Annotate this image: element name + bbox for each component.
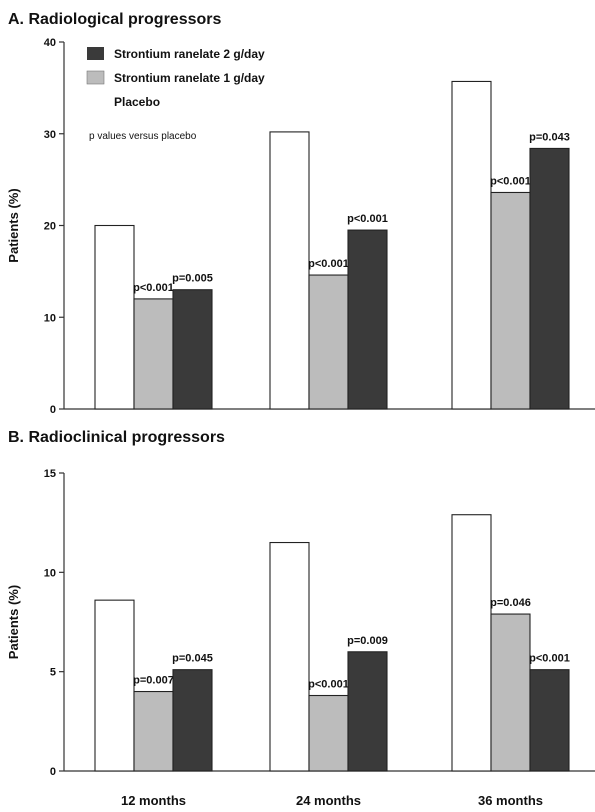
y-tick-label: 15 xyxy=(44,468,56,480)
y-tick-label: 10 xyxy=(44,567,56,579)
bar xyxy=(529,147,570,410)
panel-title: B. Radioclinical progressors xyxy=(8,429,225,446)
y-tick-label: 5 xyxy=(50,667,56,679)
bar xyxy=(347,651,388,772)
panel-title: A. Radiological progressors xyxy=(8,11,221,28)
y-tick-label: 30 xyxy=(44,129,56,141)
bar xyxy=(133,298,174,410)
bar xyxy=(94,599,135,772)
p-value-label: p=0.045 xyxy=(172,653,213,665)
p-value-label: p<0.001 xyxy=(133,282,174,294)
legend-label: Placebo xyxy=(114,95,160,109)
bar xyxy=(172,289,213,410)
bar xyxy=(451,514,492,772)
x-category-label: 36 months xyxy=(478,793,543,808)
legend-note: p values versus placebo xyxy=(89,131,197,142)
legend-swatch-2g xyxy=(87,47,104,60)
legend-swatch-1g xyxy=(86,70,105,85)
y-tick-label: 20 xyxy=(44,221,56,233)
bar xyxy=(451,80,492,410)
y-tick-label: 0 xyxy=(50,766,56,778)
bar xyxy=(172,669,213,772)
p-value-label: p=0.005 xyxy=(172,273,213,285)
bar xyxy=(269,131,310,410)
p-value-label: p=0.043 xyxy=(529,131,570,143)
bar xyxy=(308,694,349,772)
bar xyxy=(269,541,310,772)
p-value-label: p=0.007 xyxy=(133,675,174,687)
bar xyxy=(308,274,349,410)
p-value-label: p<0.001 xyxy=(490,175,531,187)
p-value-label: p<0.001 xyxy=(529,653,570,665)
p-value-label: p<0.001 xyxy=(308,258,349,270)
bar xyxy=(490,191,531,410)
bar xyxy=(490,613,531,772)
y-axis-label: Patients (%) xyxy=(6,188,21,262)
bar xyxy=(133,690,174,772)
bar xyxy=(347,229,388,410)
x-category-label: 12 months xyxy=(121,793,186,808)
y-tick-label: 0 xyxy=(50,404,56,416)
p-value-label: p<0.001 xyxy=(308,679,349,691)
x-category-label: 24 months xyxy=(296,793,361,808)
y-axis-label: Patients (%) xyxy=(6,585,21,659)
p-value-label: p<0.001 xyxy=(347,213,388,225)
p-value-label: p=0.046 xyxy=(490,597,531,609)
p-value-label: p=0.009 xyxy=(347,635,388,647)
y-tick-label: 40 xyxy=(44,37,56,49)
bar xyxy=(94,224,135,410)
legend-label: Strontium ranelate 1 g/day xyxy=(114,71,265,85)
y-tick-label: 10 xyxy=(44,312,56,324)
bar xyxy=(529,669,570,772)
legend-label: Strontium ranelate 2 g/day xyxy=(114,47,265,61)
